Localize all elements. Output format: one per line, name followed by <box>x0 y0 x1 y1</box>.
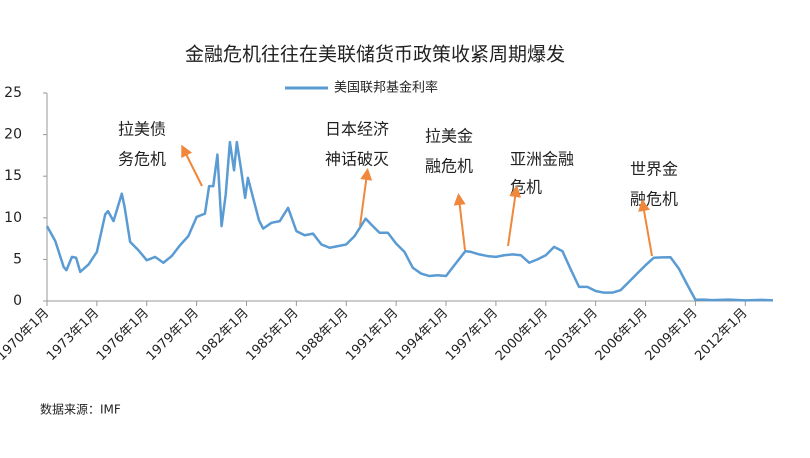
annotation: 拉美债 <box>118 120 166 139</box>
chart-title: 金融危机往往在美联储货币政策收紧周期爆发 <box>185 44 565 66</box>
arrow <box>453 193 466 251</box>
annotation: 神话破灭 <box>325 150 389 169</box>
x-tick-label: 1979年1月 <box>144 306 202 364</box>
x-tick-label: 1982年1月 <box>194 306 252 364</box>
data-line <box>45 140 774 302</box>
x-tick-label: 1988年1月 <box>293 306 351 364</box>
y-tick-label: 25 <box>4 85 22 101</box>
x-tick-label: 1997年1月 <box>443 306 501 364</box>
arrow <box>638 199 653 257</box>
y-tick-label: 0 <box>13 293 22 309</box>
x-tick-label: 1985年1月 <box>243 306 301 364</box>
annotation: 日本经济 <box>325 120 389 139</box>
annotation: 融危机 <box>425 157 473 176</box>
annotation: 拉美金 <box>425 127 473 146</box>
x-tick-label: 2012年1月 <box>692 306 750 364</box>
y-tick-label: 5 <box>13 251 22 267</box>
annotation: 融危机 <box>630 190 678 209</box>
x-tick-label: 2006年1月 <box>593 306 651 364</box>
arrow <box>359 168 373 227</box>
y-tick-label: 20 <box>4 127 22 143</box>
x-tick-label: 1973年1月 <box>44 306 102 364</box>
y-tick-label: 10 <box>4 210 22 226</box>
x-tick-label: 1994年1月 <box>393 306 451 364</box>
x-tick-label: 1976年1月 <box>94 306 152 364</box>
arrow <box>507 185 522 247</box>
annotation: 务危机 <box>118 150 166 169</box>
annotation: 亚洲金融 <box>510 150 574 169</box>
x-tick-label: 2000年1月 <box>493 306 551 364</box>
annotation: 世界金 <box>630 160 678 179</box>
x-tick-label: 2009年1月 <box>642 306 700 364</box>
source-note: 数据来源：IMF <box>40 402 121 417</box>
x-tick-label: 1991年1月 <box>343 306 401 364</box>
arrow <box>181 144 203 187</box>
y-tick-label: 15 <box>4 168 22 184</box>
legend-label: 美国联邦基金利率 <box>334 80 438 96</box>
x-tick-label: 2003年1月 <box>543 306 601 364</box>
